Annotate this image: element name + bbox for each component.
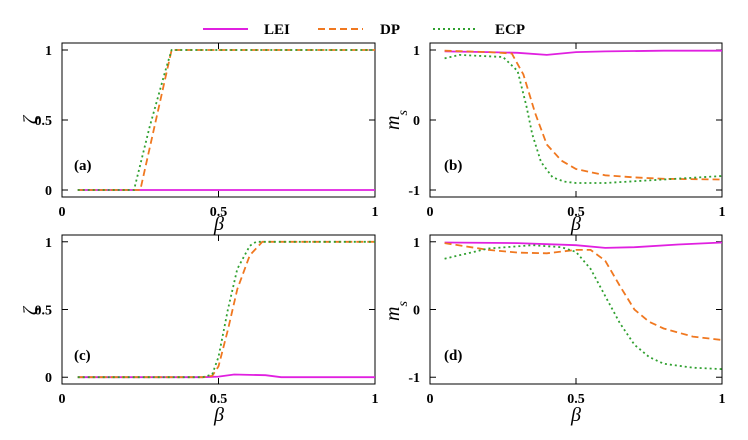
y-axis-label: ms	[382, 301, 411, 321]
y-tick-label: 0	[45, 371, 52, 386]
series-line-dp	[77, 49, 375, 191]
y-axis-label: ζ	[20, 305, 42, 315]
legend-entry-ecp: ECP	[433, 22, 525, 38]
plot-frame	[429, 234, 723, 385]
x-tick-label: 1	[372, 205, 379, 220]
panel-label: (a)	[74, 158, 92, 174]
legend-label-dp: DP	[380, 22, 400, 38]
series-line-dp	[444, 49, 723, 181]
x-tick-label: 0.5	[210, 392, 228, 407]
x-tick-label: 0	[59, 392, 66, 407]
panel-label: (c)	[74, 348, 91, 364]
series-lines	[444, 49, 723, 184]
y-tick-label: 0	[413, 114, 420, 129]
y-axis-label-base: m	[382, 307, 404, 321]
y-axis-label-subscript: s	[396, 110, 411, 116]
y-tick-label: 1	[413, 236, 420, 251]
tick-marks	[61, 43, 376, 197]
y-tick-label: 0.5	[35, 304, 53, 319]
x-tick-labels: 0 0.5 1	[59, 392, 379, 407]
panel-b: 0 0.5 1 -1 0 1 (b) β ms	[382, 42, 726, 235]
x-axis-label: β	[213, 213, 224, 235]
legend-label-lei: LEI	[264, 22, 290, 38]
x-tick-label: 0	[427, 392, 434, 407]
series-line-ecp	[77, 49, 375, 191]
y-tick-label: 0	[45, 184, 52, 199]
x-tick-label: 0.5	[210, 205, 228, 220]
series-lines	[77, 49, 375, 191]
legend-entry-dp: DP	[318, 22, 400, 38]
x-axis-label: β	[570, 404, 581, 426]
x-tick-labels: 0 0.5 1	[59, 205, 379, 220]
series-line-lei	[444, 241, 723, 249]
x-tick-label: 0	[59, 205, 66, 220]
series-lines	[77, 240, 375, 379]
plot-frame	[61, 234, 376, 385]
y-tick-labels: 0 0.5 1	[35, 44, 53, 199]
tick-marks	[429, 235, 723, 384]
plot-frame	[429, 42, 723, 198]
panel-d: 0 0.5 1 -1 0 1 (d) β ms	[382, 234, 726, 426]
panel-c: 0 0.5 1 0 0.5 1 (c) β ζ	[20, 234, 379, 426]
x-axis-label: β	[570, 213, 581, 235]
y-tick-labels: -1 0 1	[408, 236, 420, 386]
x-tick-labels: 0 0.5 1	[427, 205, 726, 220]
y-axis-label: ζ	[20, 114, 42, 124]
x-tick-label: 1	[719, 205, 726, 220]
x-tick-label: 0	[427, 205, 434, 220]
y-axis-label-base: m	[382, 116, 404, 130]
panel-label: (d)	[444, 348, 462, 364]
y-tick-label: -1	[408, 184, 420, 199]
x-tick-label: 1	[372, 392, 379, 407]
tick-marks	[429, 43, 723, 197]
series-line-dp	[77, 240, 375, 379]
x-tick-label: 0.5	[567, 205, 585, 220]
y-tick-label: -1	[408, 371, 420, 386]
y-axis-label: ms	[382, 110, 411, 130]
x-tick-label: 1	[719, 392, 726, 407]
panel-a: 0 0.5 1 0 0.5 1 (a) β ζ	[20, 42, 379, 235]
series-line-ecp	[444, 53, 723, 184]
y-axis-label-subscript: s	[396, 301, 411, 307]
y-tick-labels: -1 0 1	[408, 44, 420, 199]
x-axis-label: β	[213, 404, 224, 426]
panel-label: (b)	[444, 158, 462, 174]
series-line-ecp	[77, 240, 375, 379]
legend-entry-lei: LEI	[203, 22, 290, 38]
plot-frame	[61, 42, 376, 198]
y-tick-labels: 0 0.5 1	[35, 236, 53, 386]
y-tick-label: 1	[45, 236, 52, 251]
series-line-lei	[444, 49, 722, 56]
series-line-dp	[444, 242, 723, 341]
y-tick-label: 1	[413, 44, 420, 59]
y-tick-label: 0.5	[35, 114, 53, 129]
x-tick-label: 0.5	[567, 392, 585, 407]
x-tick-labels: 0 0.5 1	[427, 392, 726, 407]
legend-label-ecp: ECP	[495, 22, 525, 38]
legend: LEI DP ECP	[203, 22, 525, 38]
series-lines	[444, 241, 723, 370]
series-line-ecp	[444, 244, 723, 370]
tick-marks	[61, 235, 376, 384]
y-tick-label: 1	[45, 44, 52, 59]
y-tick-label: 0	[413, 304, 420, 319]
